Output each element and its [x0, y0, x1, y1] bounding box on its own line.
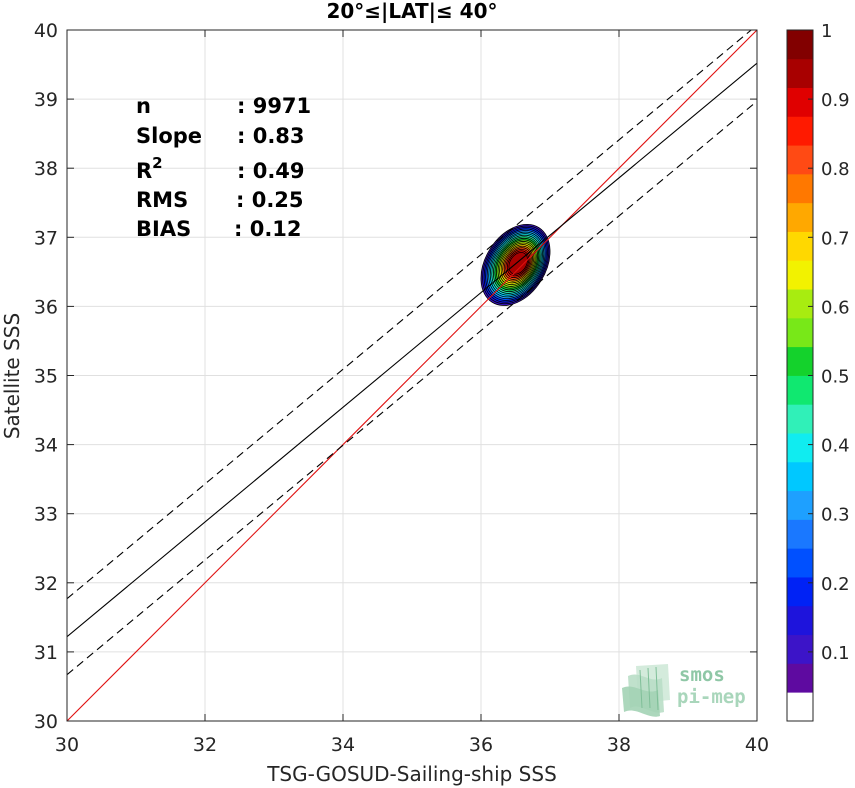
colorbar-swatch [787, 231, 813, 261]
x-tick-label: 30 [55, 734, 79, 756]
colorbar: 0.1 0.2 0.3 0.4 0.5 0.6 0.7 0.8 0.9 1 [786, 21, 850, 722]
colorbar-swatch [787, 58, 813, 88]
y-tick-label: 30 [34, 711, 58, 733]
stat-label: BIAS [136, 217, 191, 241]
colorbar-tick-label: 0.8 [821, 159, 850, 180]
fit-upper-line [67, 30, 753, 600]
y-tick-label: 38 [34, 158, 58, 180]
colorbar-swatch [787, 260, 813, 290]
colorbar-tick-label: 1 [821, 21, 832, 42]
stat-label: R2 [136, 154, 163, 183]
stat-value: : 0.49 [237, 159, 305, 183]
colorbar-swatch [787, 605, 813, 636]
colorbar-tick-label: 0.7 [821, 228, 850, 249]
x-tick-label: 34 [331, 734, 355, 756]
colorbar-tick-label: 0.5 [821, 367, 850, 388]
x-axis-label: TSG-GOSUD-Sailing-ship SSS [266, 762, 557, 786]
colorbar-swatch [787, 202, 813, 232]
colorbar-tick-label: 0.6 [821, 297, 850, 318]
fit-line [67, 62, 757, 638]
colorbar-swatch [787, 173, 813, 204]
y-tick-label: 36 [34, 296, 58, 318]
colorbar-swatch [787, 289, 813, 319]
x-tick-label: 38 [607, 734, 631, 756]
y-tick-label: 35 [34, 366, 58, 388]
chart-title: 20°≤|LAT|≤ 40° [326, 0, 497, 23]
y-tick-label: 37 [34, 227, 58, 249]
fit-lower-line [67, 100, 757, 676]
y-tick-label: 31 [34, 642, 58, 664]
y-tick-label: 39 [34, 89, 58, 111]
grid [66, 29, 758, 722]
y-tick-label: 40 [34, 20, 58, 42]
stat-label: RMS [136, 188, 188, 212]
colorbar-tick-label: 0.4 [821, 436, 850, 457]
x-axis-ticks: 30 32 34 36 38 40 [55, 30, 769, 756]
stats-box: n : 9971 Slope : 0.83 R2 : 0.49 RMS : 0.25 BIAS:… [136, 94, 311, 241]
colorbar-swatch [787, 577, 813, 607]
density-contours [480, 223, 551, 306]
y-tick-label: 32 [34, 573, 58, 595]
stat-label: n [136, 94, 151, 118]
colorbar-swatch [787, 145, 813, 175]
colorbar-tick-label: 0.2 [821, 574, 850, 595]
logo-line2: pi-mep [677, 686, 746, 708]
colorbar-tick-label: 0.9 [821, 90, 850, 111]
colorbar-swatch [787, 663, 813, 693]
y-axis-ticks: 30 31 32 33 34 35 36 37 38 39 40 [34, 20, 757, 733]
y-axis-label: Satellite SSS [0, 313, 24, 439]
stat-value: : 9971 [237, 94, 311, 118]
y-tick-label: 34 [34, 435, 58, 457]
colorbar-swatch [787, 30, 813, 60]
stat-value: : 0.25 [236, 188, 304, 212]
stat-value: : 0.12 [234, 217, 302, 241]
colorbar-swatch [787, 548, 813, 578]
colorbar-swatch [787, 519, 813, 549]
colorbar-swatch [787, 375, 813, 405]
x-tick-label: 40 [745, 734, 769, 756]
colorbar-swatch [787, 317, 813, 348]
colorbar-swatch [787, 490, 813, 520]
colorbar-swatch [787, 692, 813, 722]
stat-value: : 0.83 [237, 124, 305, 148]
smos-pi-mep-logo: smos pi-mep [622, 664, 746, 717]
y-tick-label: 33 [34, 504, 58, 526]
colorbar-swatch [787, 634, 813, 664]
colorbar-swatch [787, 87, 813, 117]
x-tick-label: 32 [193, 734, 217, 756]
logo-line1: smos [679, 664, 725, 686]
colorbar-tick-label: 0.3 [821, 505, 850, 526]
colorbar-tick-label: 0.1 [821, 643, 850, 664]
colorbar-swatch [787, 433, 813, 463]
x-tick-label: 36 [469, 734, 493, 756]
colorbar-swatch [787, 404, 813, 434]
stat-label: Slope [136, 124, 202, 148]
colorbar-swatch [787, 116, 813, 146]
colorbar-swatch [787, 346, 813, 376]
colorbar-swatch [787, 461, 813, 492]
identity-line [67, 30, 757, 721]
regression-lines [67, 30, 757, 721]
